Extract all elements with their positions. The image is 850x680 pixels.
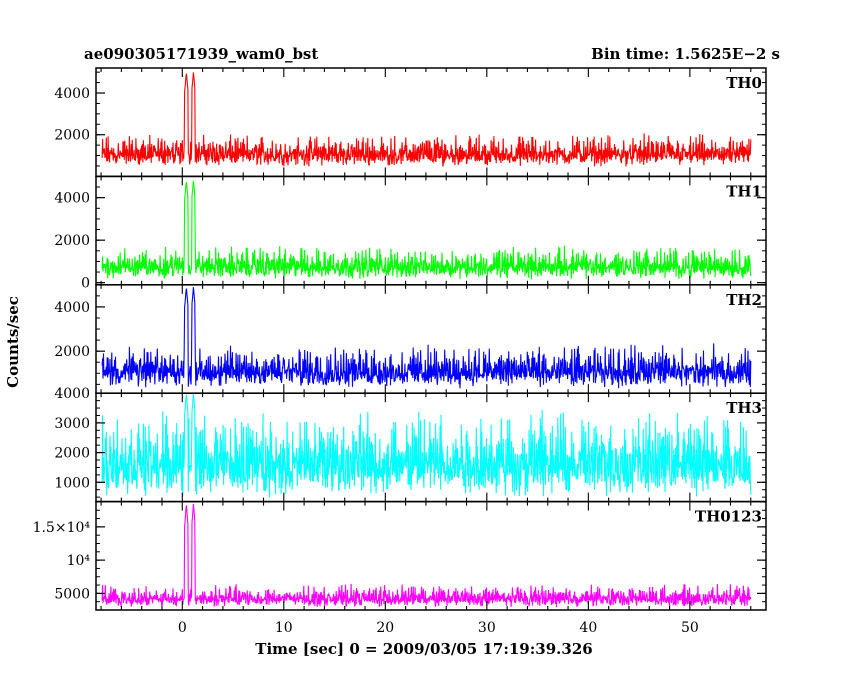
trace-th0123 bbox=[101, 503, 752, 608]
bin-time-label: Bin time: 1.5625E−2 s bbox=[591, 45, 780, 63]
y-tick-label: 4000 bbox=[54, 86, 90, 102]
x-tick-label: 20 bbox=[376, 620, 394, 636]
x-tick-label: 10 bbox=[275, 620, 293, 636]
y-tick-label: 1.5×10⁴ bbox=[33, 520, 91, 536]
y-tick-label: 4000 bbox=[54, 191, 90, 207]
panel-th0: 2000 4000 TH0 bbox=[54, 67, 767, 178]
y-tick-label: 2000 bbox=[54, 446, 90, 462]
panel-th0123: 5000 10⁴ 1.5×10⁴ TH0123 bbox=[33, 500, 767, 611]
panel-name-label: TH3 bbox=[726, 399, 762, 417]
x-tick-label: 40 bbox=[579, 620, 597, 636]
panel-name-label: TH1 bbox=[726, 182, 762, 200]
panel-frame bbox=[95, 500, 767, 611]
x-tick-label: 30 bbox=[478, 620, 496, 636]
y-tick-label: 2000 bbox=[54, 233, 90, 249]
chart-title: ae090305171939_wam0_bst bbox=[84, 45, 318, 63]
panel-th3: 1000 2000 3000 4000 TH3 bbox=[54, 386, 767, 503]
panel-th1: 0 2000 4000 TH1 bbox=[54, 175, 767, 292]
x-tick-label: 0 bbox=[178, 620, 187, 636]
y-tick-label: 2000 bbox=[54, 128, 90, 144]
trace-th1 bbox=[101, 180, 752, 280]
y-tick-label: 1000 bbox=[54, 475, 90, 491]
y-tick-label: 4000 bbox=[54, 300, 90, 316]
y-tick-label: 5000 bbox=[54, 586, 90, 602]
y-tick-label: 4000 bbox=[54, 386, 90, 402]
panel-th2: 2000 4000 TH2 bbox=[54, 284, 767, 394]
panel-name-label: TH0 bbox=[726, 74, 762, 92]
trace-th3 bbox=[101, 393, 752, 498]
y-tick-label: 3000 bbox=[54, 416, 90, 432]
trace-th2 bbox=[101, 287, 752, 389]
y-axis-label: Counts/sec bbox=[4, 296, 22, 388]
panels-group: 2000 4000 TH0 0 2000 4000 TH1 2000 4000 TH2 1000 20… bbox=[33, 67, 767, 636]
y-tick-label: 2000 bbox=[54, 344, 90, 360]
y-tick-label: 10⁴ bbox=[67, 553, 91, 569]
x-axis-label: Time [sec] 0 = 2009/03/05 17:19:39.326 bbox=[255, 640, 592, 658]
panel-name-label: TH2 bbox=[726, 291, 762, 309]
y-tick-label: 0 bbox=[81, 276, 90, 292]
trace-th0 bbox=[101, 72, 752, 167]
x-tick-label: 50 bbox=[681, 620, 699, 636]
panel-name-label: TH0123 bbox=[695, 508, 762, 526]
